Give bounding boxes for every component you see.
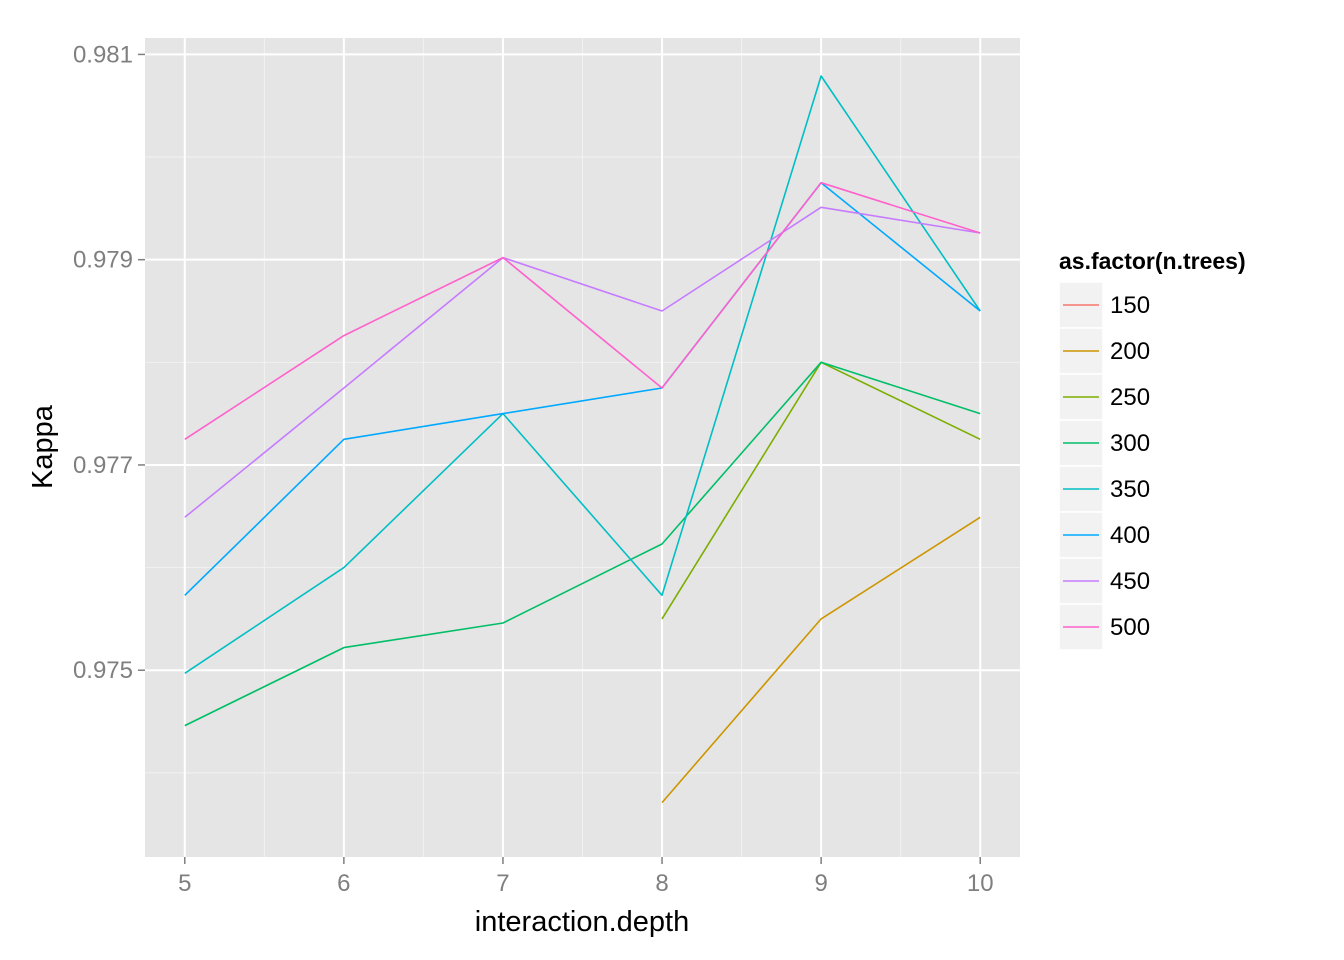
- legend-label-150: 150: [1110, 292, 1150, 319]
- x-axis-title: interaction.depth: [475, 906, 689, 938]
- y-axis-title: Kappa: [27, 404, 59, 489]
- x-tick-label: 8: [655, 870, 668, 897]
- major-gridlines: [145, 38, 1020, 857]
- x-tick-label: 9: [814, 870, 827, 897]
- series-lines: [184, 75, 981, 804]
- minor-gridlines: [145, 38, 1020, 857]
- legend-label-250: 250: [1110, 384, 1150, 411]
- series-line-400: [184, 181, 981, 596]
- series-line-200: [661, 516, 981, 804]
- legend-label-450: 450: [1110, 568, 1150, 595]
- x-axis: 5 6 7 8 9 10: [178, 857, 994, 897]
- y-tick-label: 0.981: [73, 41, 133, 68]
- legend-label-350: 350: [1110, 476, 1150, 503]
- x-tick-label: 10: [967, 870, 994, 897]
- series-line-350: [184, 75, 981, 674]
- legend: as.factor(n.trees) 150 200 250 300 350 400 450…: [1058, 248, 1246, 651]
- legend-label-400: 400: [1110, 522, 1150, 549]
- legend-label-500: 500: [1110, 614, 1150, 641]
- y-tick-label: 0.979: [73, 247, 133, 274]
- legend-label-200: 200: [1110, 338, 1150, 365]
- x-tick-label: 6: [337, 870, 350, 897]
- y-tick-label: 0.975: [73, 657, 133, 684]
- x-tick-label: 7: [496, 870, 509, 897]
- series-line-300: [184, 361, 981, 727]
- y-tick-label: 0.977: [73, 452, 133, 479]
- x-tick-label: 5: [178, 870, 191, 897]
- legend-title: as.factor(n.trees): [1059, 248, 1246, 274]
- series-line-500: [184, 181, 981, 440]
- legend-items: 150 200 250 300 350 400 450 500: [1058, 281, 1150, 651]
- series-line-450: [184, 206, 981, 518]
- y-axis: 0.975 0.977 0.979 0.981: [73, 41, 145, 684]
- legend-label-300: 300: [1110, 430, 1150, 457]
